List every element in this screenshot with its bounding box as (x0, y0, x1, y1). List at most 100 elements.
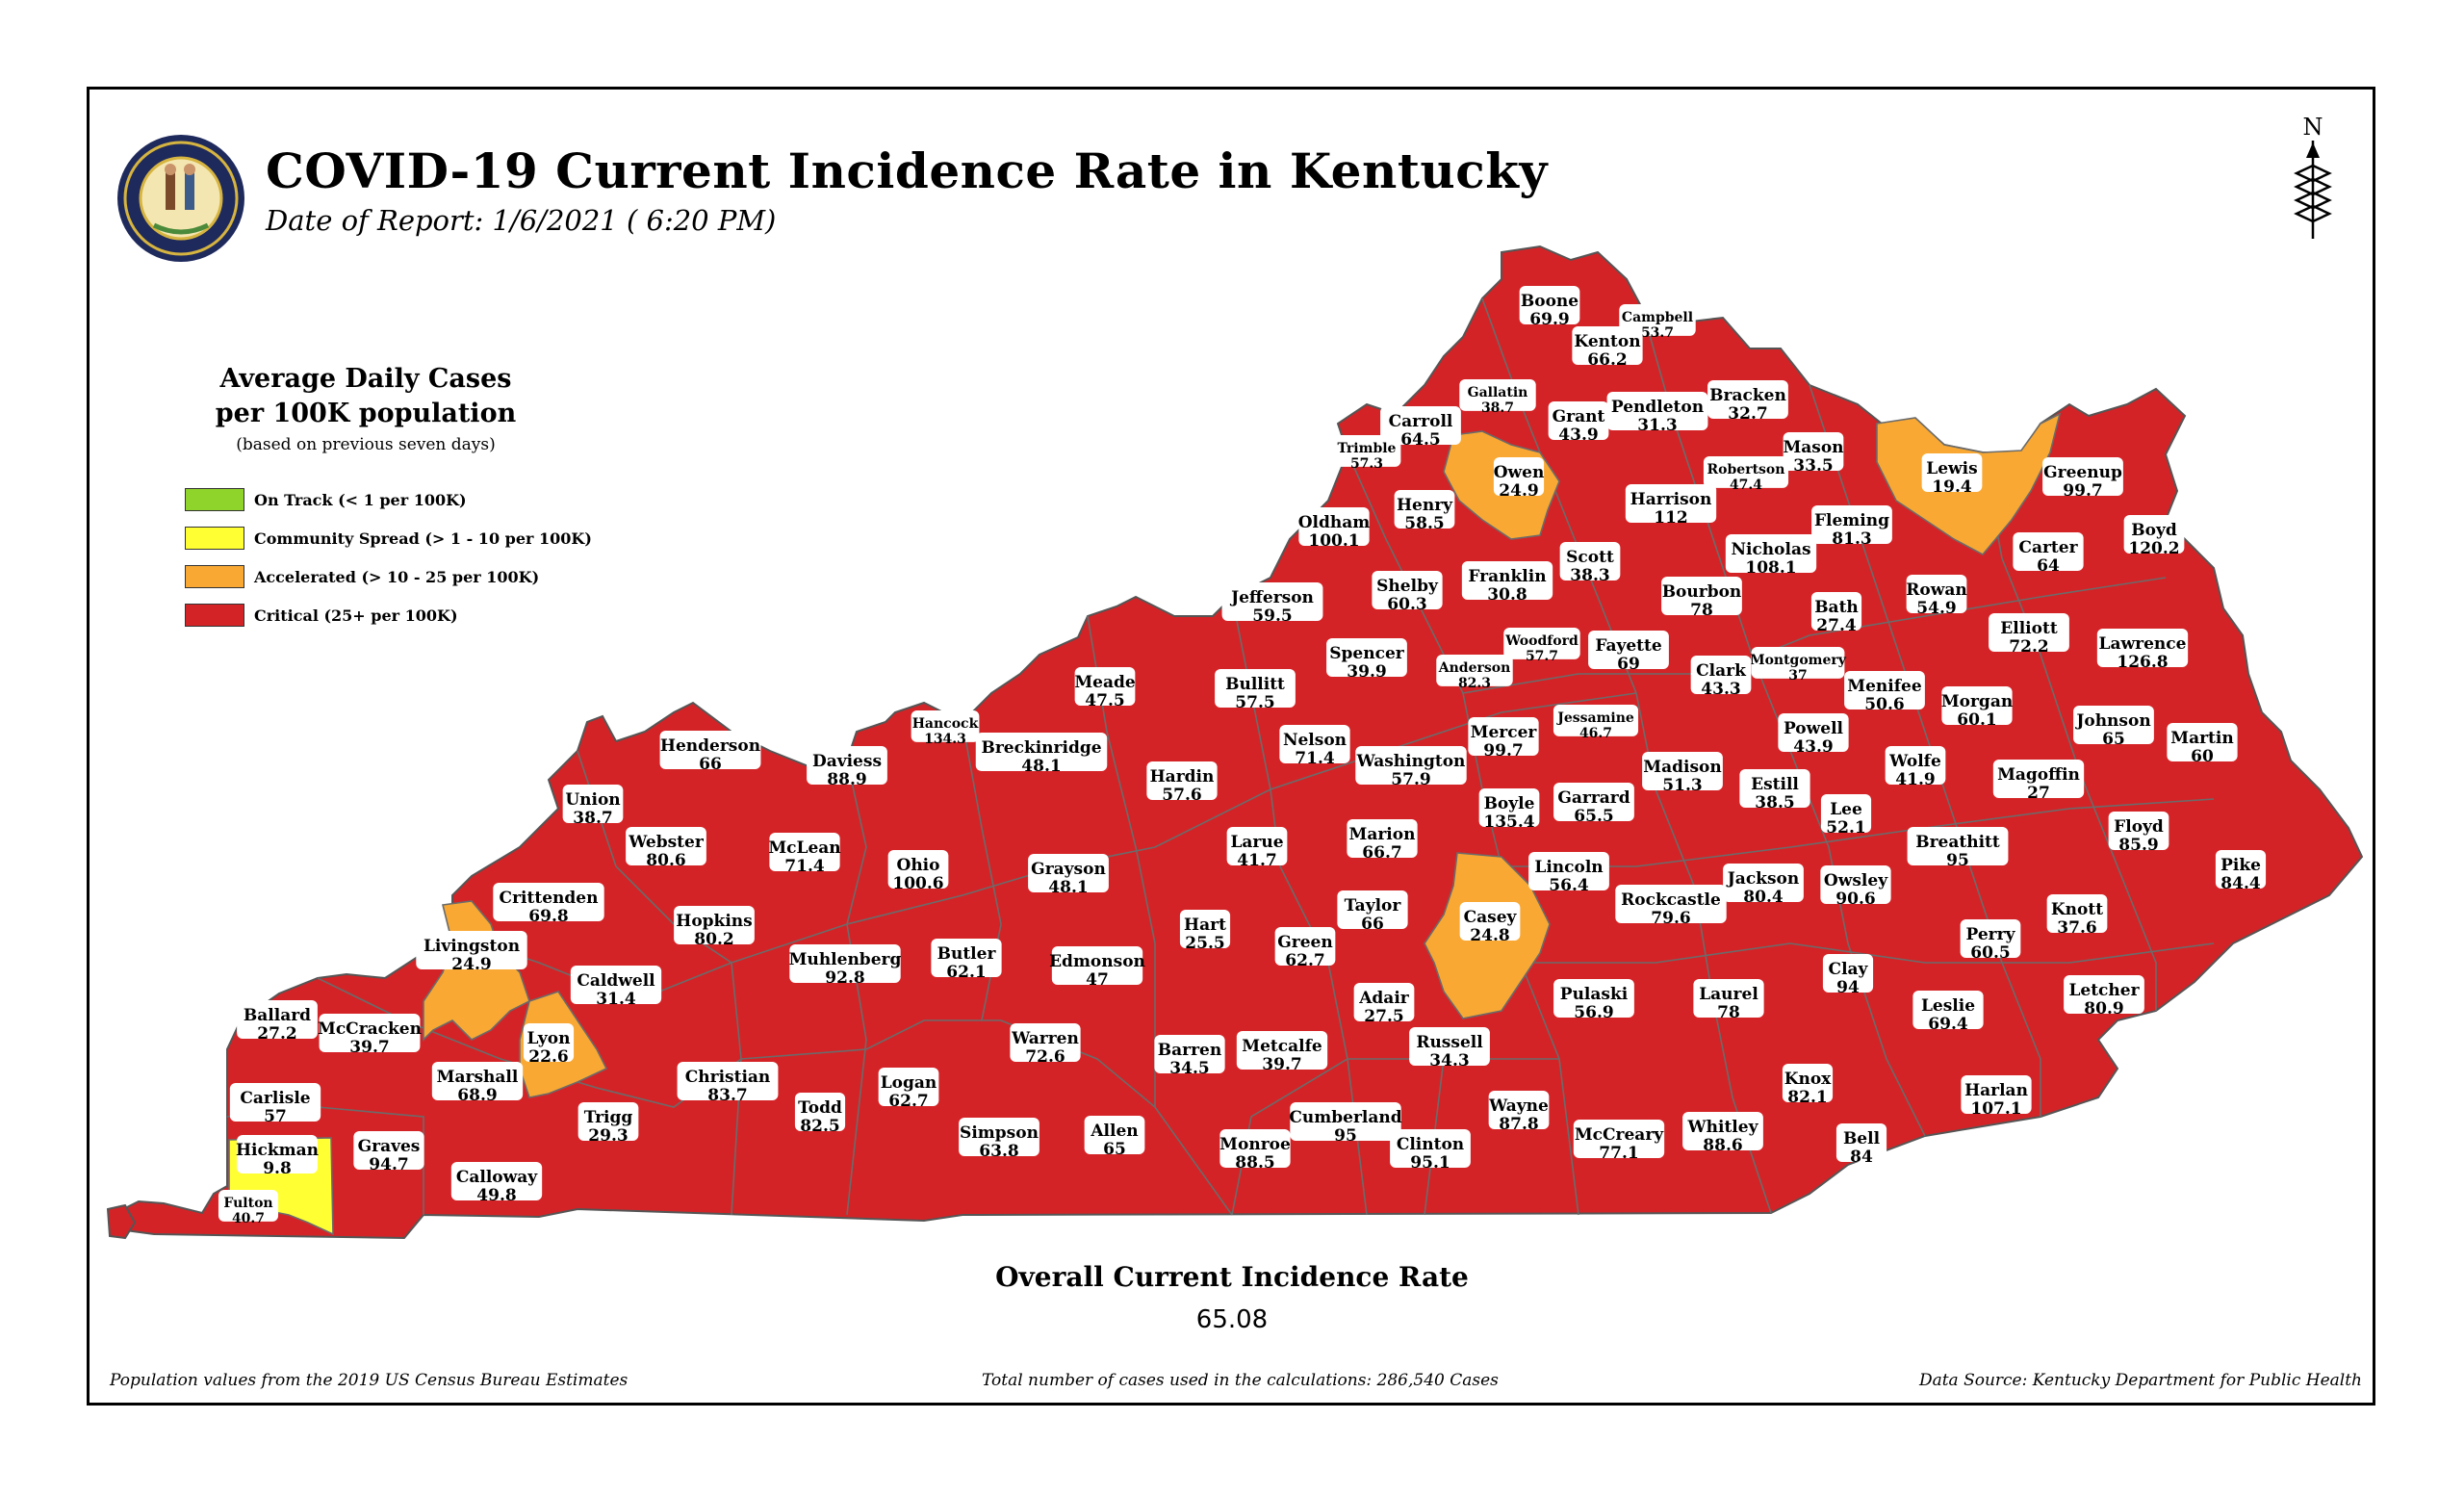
county-value: 78 (1690, 601, 1713, 620)
county-label-box (1179, 910, 1231, 948)
county-name: Union (565, 790, 620, 810)
county-label-box (1028, 854, 1109, 892)
county-label-box (562, 785, 624, 823)
county-name: Washington (1356, 752, 1466, 771)
county-label-box (1380, 406, 1461, 445)
county-label-box (1488, 1091, 1550, 1129)
county-name: Morgan (1941, 692, 2013, 711)
county-name: Owen (1494, 463, 1545, 482)
fulton-exclave-shape (106, 1203, 137, 1240)
county-value: 80.2 (694, 930, 733, 949)
county-name: McLean (768, 838, 840, 858)
county-name: Ohio (897, 856, 940, 875)
county-name: Floyd (2114, 817, 2164, 837)
county-value: 60.3 (1387, 595, 1426, 614)
legend-item: On Track (< 1 per 100K) (185, 487, 467, 512)
county-label-box (237, 1135, 318, 1174)
county-value: 34.3 (1429, 1051, 1469, 1070)
county-value: 69.9 (1529, 310, 1569, 329)
county-value: 38.7 (1481, 400, 1514, 416)
county-value: 24.9 (451, 955, 491, 974)
overall-rate-value: 65.08 (1195, 1305, 1269, 1334)
county-value: 62.1 (946, 963, 986, 982)
legend-label: Accelerated (> 10 - 25 per 100K) (254, 567, 540, 586)
county-label-box (2073, 706, 2154, 744)
county-name: McCracken (318, 1019, 422, 1039)
county-name: Crittenden (500, 889, 599, 908)
county-value: 87.8 (1499, 1115, 1538, 1134)
county-value: 9.8 (263, 1159, 292, 1178)
county-name: Graves (358, 1137, 421, 1156)
county-label-box (1820, 794, 1872, 833)
county-value: 99.7 (1483, 741, 1523, 761)
county-value: 30.8 (1487, 585, 1527, 605)
county-name: Trigg (584, 1108, 633, 1127)
county-label-box (1215, 669, 1296, 708)
county-label-box (1906, 575, 1967, 613)
county-name: Hickman (236, 1141, 319, 1160)
county-value: 72.6 (1025, 1047, 1065, 1067)
legend-note: (based on previous seven days) (236, 435, 496, 454)
county-name: Bath (1814, 598, 1859, 617)
county-value: 82.5 (800, 1117, 839, 1136)
county-label-box (2046, 894, 2108, 933)
county-value: 50.6 (1864, 695, 1904, 714)
legend-label: Critical (25+ per 100K) (254, 606, 458, 625)
county-label-box (1226, 827, 1288, 865)
county-name: Shelby (1376, 577, 1439, 596)
county-name: Spencer (1329, 644, 1405, 663)
county-label-box (1326, 638, 1407, 677)
county-name: Leslie (1921, 996, 1975, 1016)
county-name: Lawrence (2099, 634, 2187, 654)
county-name: Simpson (960, 1123, 1039, 1143)
legend-item: Community Spread (> 1 - 10 per 100K) (185, 526, 592, 551)
county-label-box (1625, 484, 1717, 523)
county-name: Powell (1784, 719, 1844, 738)
county-value: 80.6 (646, 851, 685, 870)
county-name: Monroe (1219, 1135, 1291, 1154)
county-name: Bullitt (1225, 675, 1285, 694)
county-name: Pendleton (1611, 398, 1704, 417)
county-value: 82.1 (1787, 1088, 1827, 1107)
county-value: 56.9 (1574, 1003, 1613, 1022)
county-name: Robertson (1707, 462, 1785, 477)
county-value: 37.6 (2057, 918, 2096, 938)
county-label-box (1478, 788, 1540, 827)
county-value: 95.1 (1410, 1153, 1450, 1173)
county-value: 46.7 (1579, 726, 1612, 741)
legend-title-line1: Average Daily Cases (219, 364, 512, 394)
county-name: Lyon (527, 1029, 571, 1048)
county-label-box (1751, 647, 1845, 679)
footer-population-note: Population values from the 2019 US Censu… (110, 1371, 629, 1390)
county-label-box (807, 746, 887, 785)
county-name: Larue (1230, 833, 1283, 852)
county-value: 94 (1836, 978, 1860, 997)
county-label-box (1844, 671, 1925, 709)
footer-data-source: Data Source: Kentucky Department for Pub… (1918, 1371, 2362, 1390)
legend-swatch (185, 565, 244, 588)
county-label-box (1274, 927, 1336, 966)
county-name: Meade (1074, 673, 1136, 692)
county-label-box (1810, 592, 1862, 631)
